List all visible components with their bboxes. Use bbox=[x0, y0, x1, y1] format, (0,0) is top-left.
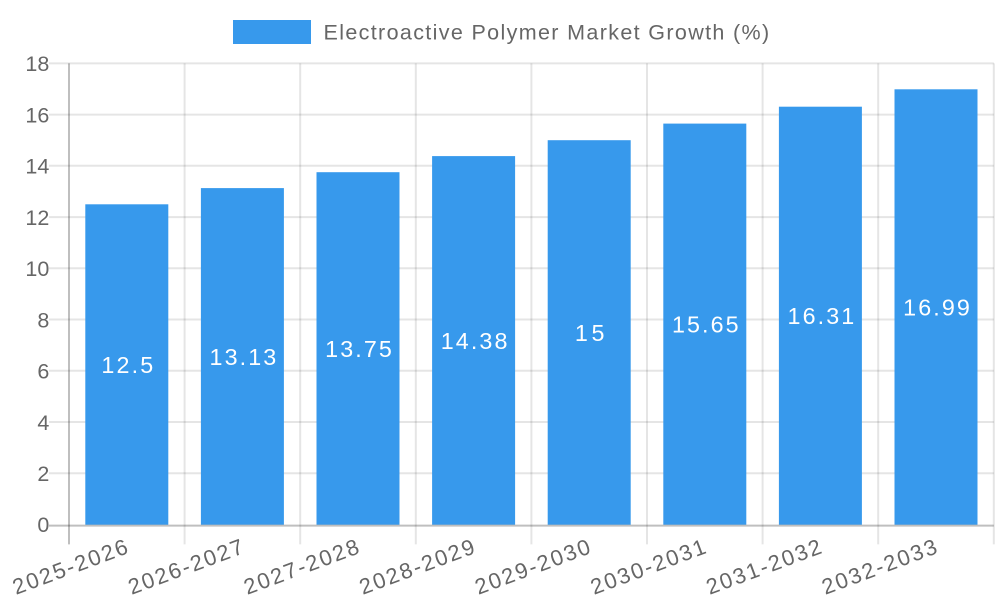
svg-text:10: 10 bbox=[25, 257, 49, 281]
svg-text:6: 6 bbox=[37, 360, 49, 384]
svg-text:13.75: 13.75 bbox=[325, 336, 392, 362]
svg-text:14.38: 14.38 bbox=[441, 328, 508, 354]
svg-text:18: 18 bbox=[25, 52, 49, 76]
svg-text:16.99: 16.99 bbox=[903, 294, 970, 320]
svg-text:16.31: 16.31 bbox=[788, 303, 855, 329]
svg-text:14: 14 bbox=[25, 155, 49, 179]
svg-text:8: 8 bbox=[37, 308, 49, 332]
svg-text:15.65: 15.65 bbox=[672, 312, 739, 338]
svg-text:12.5: 12.5 bbox=[101, 352, 153, 378]
svg-text:12: 12 bbox=[25, 206, 49, 230]
svg-text:2: 2 bbox=[37, 462, 49, 486]
svg-text:Electroactive Polymer Market G: Electroactive Polymer Market Growth (%) bbox=[324, 21, 770, 45]
svg-text:4: 4 bbox=[37, 411, 49, 435]
svg-text:13.13: 13.13 bbox=[210, 344, 277, 370]
svg-text:0: 0 bbox=[37, 513, 49, 537]
svg-text:16: 16 bbox=[25, 104, 49, 128]
